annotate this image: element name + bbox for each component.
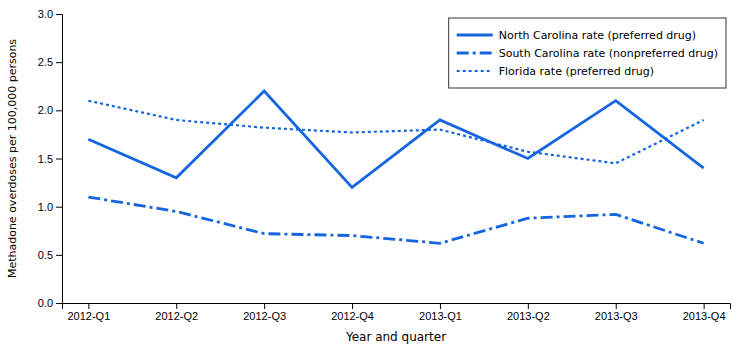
x-tick-mark xyxy=(440,303,441,309)
x-axis-title: Year and quarter xyxy=(345,330,446,344)
legend-swatch xyxy=(457,34,493,37)
x-axis-line xyxy=(63,304,731,310)
x-tick-mark xyxy=(616,303,617,309)
x-axis: 2012-Q1 2012-Q2 2012-Q3 2012-Q4 2013-Q1 2013-… xyxy=(63,303,731,322)
x-tick-label: 2012-Q3 xyxy=(243,310,286,322)
y-tick-label: 1.5 xyxy=(38,153,53,165)
x-tick-label: 2012-Q2 xyxy=(155,310,198,322)
lines xyxy=(88,91,703,243)
y-tick-mark xyxy=(56,159,62,160)
x-tick-mark xyxy=(176,303,177,309)
x-tick: 2013-Q4 xyxy=(683,303,726,322)
y-axis-title: Methadone overdoses per 100,000 persons xyxy=(6,39,19,278)
x-tick-label: 2012-Q4 xyxy=(331,310,374,322)
y-tick-label: 1.0 xyxy=(38,201,53,213)
y-tick-mark xyxy=(56,14,62,15)
y-tick: 0.5 xyxy=(38,249,62,261)
y-tick: 1.0 xyxy=(38,201,62,213)
y-tick-mark xyxy=(56,207,62,208)
x-tick: 2012-Q3 xyxy=(243,303,286,322)
y-tick: 2.5 xyxy=(38,56,62,68)
y-tick: 1.5 xyxy=(38,153,62,165)
x-tick: 2012-Q4 xyxy=(331,303,374,322)
x-tick-label: 2013-Q2 xyxy=(507,310,550,322)
legend-swatch xyxy=(457,52,493,55)
y-tick-label: 2.5 xyxy=(38,56,53,68)
series-line xyxy=(88,101,703,164)
x-tick-mark xyxy=(88,303,89,309)
y-axis-line xyxy=(56,15,63,304)
x-tick-label: 2012-Q1 xyxy=(67,310,110,322)
y-tick-label: 0.5 xyxy=(38,249,53,261)
x-tick-label: 2013-Q4 xyxy=(683,310,726,322)
chart: 2012-Q1 2012-Q2 2012-Q3 2012-Q4 2013-Q1 2013-… xyxy=(0,0,750,349)
x-tick-mark xyxy=(528,303,529,309)
x-tick-label: 2013-Q3 xyxy=(595,310,638,322)
y-axis: 0.0 0.5 1.0 1.5 2.0 2.5 3.0 xyxy=(38,8,63,309)
legend: North Carolina rate (preferred drug) Sout… xyxy=(449,18,726,88)
y-tick-mark xyxy=(56,110,62,111)
plot: 2012-Q1 2012-Q2 2012-Q3 2012-Q4 2013-Q1 2013-… xyxy=(38,8,731,322)
x-tick-label: 2013-Q1 xyxy=(419,310,462,322)
legend-label: Florida rate (preferred drug) xyxy=(499,65,654,78)
y-tick: 3.0 xyxy=(38,8,62,20)
x-tick: 2012-Q1 xyxy=(67,303,110,322)
legend-label: South Carolina rate (nonpreferred drug) xyxy=(499,47,718,60)
y-tick-label: 2.0 xyxy=(38,104,53,116)
x-tick: 2012-Q2 xyxy=(155,303,198,322)
y-tick: 2.0 xyxy=(38,104,62,116)
legend-swatch xyxy=(457,70,493,72)
y-tick-label: 0.0 xyxy=(38,297,53,309)
legend-box xyxy=(449,18,726,88)
y-tick: 0.0 xyxy=(38,297,62,309)
y-tick-mark xyxy=(56,62,62,63)
x-tick-mark xyxy=(704,303,705,309)
series-line xyxy=(88,197,703,243)
x-tick: 2013-Q2 xyxy=(507,303,550,322)
x-tick-mark xyxy=(352,303,353,309)
y-tick-mark xyxy=(56,303,62,304)
legend-label: North Carolina rate (preferred drug) xyxy=(499,29,696,42)
series-line xyxy=(88,91,703,187)
y-tick-label: 3.0 xyxy=(38,8,53,20)
y-tick-mark xyxy=(56,255,62,256)
x-tick: 2013-Q3 xyxy=(595,303,638,322)
x-tick-mark xyxy=(264,303,265,309)
x-tick: 2013-Q1 xyxy=(419,303,462,322)
